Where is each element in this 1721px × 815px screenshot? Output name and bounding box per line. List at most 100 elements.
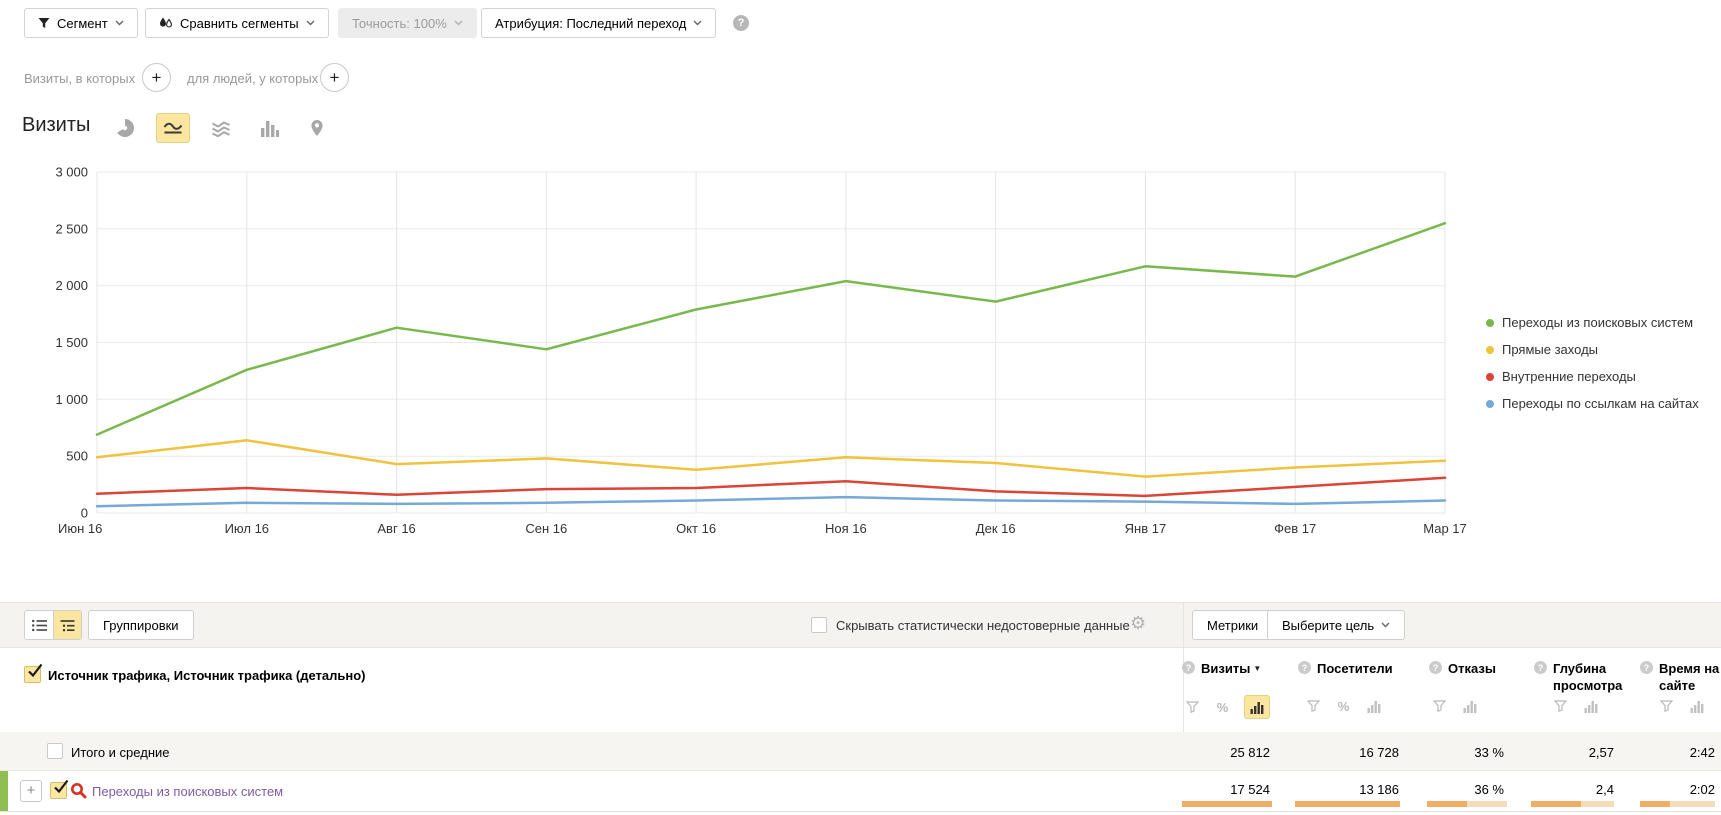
legend-dot-red	[1486, 372, 1494, 381]
row-visits: 17 524	[1230, 782, 1270, 797]
check-icon	[54, 779, 69, 794]
metric-help-icon[interactable]: ?	[1298, 661, 1311, 674]
totals-visitors: 16 728	[1359, 745, 1399, 760]
chevron-down-icon	[306, 20, 315, 26]
totals-time: 2:42	[1689, 745, 1715, 760]
segment-button[interactable]: Сегмент	[24, 8, 138, 38]
droplets-icon	[160, 17, 172, 28]
map-pin-icon[interactable]	[300, 113, 334, 143]
filter-funnel-icon[interactable]	[1305, 695, 1322, 717]
visitors-column-tools: %	[1305, 695, 1382, 717]
depth-value-bar	[1531, 801, 1614, 807]
add-people-condition-button[interactable]: +	[320, 63, 349, 92]
line-chart-icon[interactable]	[156, 113, 190, 143]
column-header-visitors[interactable]: ? Посетители	[1298, 660, 1393, 677]
totals-visits: 25 812	[1230, 745, 1270, 760]
totals-row: Итого и средние 25 812 16 728 33 % 2,57 …	[0, 732, 1721, 771]
column-header-depth[interactable]: ? Глубина просмотра	[1534, 660, 1639, 694]
stacked-area-icon[interactable]	[204, 113, 238, 143]
svg-text:0: 0	[81, 506, 88, 521]
percent-icon[interactable]: %	[1337, 698, 1350, 714]
bars-icon[interactable]	[1461, 695, 1478, 717]
svg-text:Авг 16: Авг 16	[377, 521, 415, 536]
svg-text:Дек 16: Дек 16	[976, 521, 1016, 536]
row-bounce: 36 %	[1474, 782, 1504, 797]
check-icon	[28, 663, 43, 678]
dimension-header-label[interactable]: Источник трафика, Источник трафика (дета…	[48, 668, 366, 683]
filter-funnel-icon[interactable]	[1658, 695, 1675, 717]
list-view-icon[interactable]	[25, 611, 53, 639]
bar-chart-icon[interactable]	[252, 113, 286, 143]
row-checkbox[interactable]	[50, 779, 69, 799]
sort-desc-icon: ▼	[1253, 664, 1262, 673]
svg-text:500: 500	[66, 449, 88, 464]
choose-goal-button[interactable]: Выберите цель	[1267, 610, 1406, 640]
chart-type-switcher	[108, 113, 334, 143]
legend-item-search-traffic[interactable]: Переходы из поисковых систем	[1486, 309, 1699, 336]
metric-help-icon[interactable]: ?	[1534, 661, 1547, 674]
percent-icon[interactable]: %	[1216, 699, 1229, 715]
legend-item-direct-traffic[interactable]: Прямые заходы	[1486, 336, 1699, 363]
filter-funnel-icon[interactable]	[1184, 696, 1201, 718]
metric-help-icon[interactable]: ?	[1429, 661, 1442, 674]
legend-dot-blue	[1486, 399, 1494, 408]
row-time: 2:02	[1689, 782, 1715, 797]
svg-text:Янв 17: Янв 17	[1125, 521, 1167, 536]
row-visitors: 13 186	[1359, 782, 1399, 797]
legend-item-link-traffic[interactable]: Переходы по ссылкам на сайтах	[1486, 390, 1699, 417]
pie-chart-icon[interactable]	[108, 113, 142, 143]
svg-text:Июн 16: Июн 16	[58, 521, 102, 536]
svg-text:1 000: 1 000	[55, 392, 88, 407]
help-icon[interactable]: ?	[733, 15, 749, 31]
row-label-link[interactable]: Переходы из поисковых систем	[92, 784, 284, 799]
accuracy-button[interactable]: Точность: 100%	[338, 8, 477, 38]
bars-icon[interactable]	[1582, 695, 1599, 717]
add-visit-condition-button[interactable]: +	[142, 63, 171, 92]
totals-checkbox[interactable]	[47, 743, 63, 759]
metrics-divider	[1183, 602, 1184, 812]
accuracy-label: Точность: 100%	[352, 15, 447, 31]
attribution-label: Атрибуция: Последний переход	[495, 15, 687, 31]
chevron-down-icon	[693, 20, 702, 26]
legend-dot-yellow	[1486, 345, 1494, 354]
metric-help-icon[interactable]: ?	[1182, 661, 1195, 674]
expand-row-button[interactable]: +	[20, 780, 42, 802]
visits-line-chart: 0 500 1 000 1 500 2 000 2 500 3 000 Июн 16 Июл 1…	[55, 165, 1466, 537]
groupings-button[interactable]: Группировки	[88, 610, 194, 640]
column-header-bounce[interactable]: ? Отказы	[1429, 660, 1496, 677]
legend-item-internal-traffic[interactable]: Внутренние переходы	[1486, 363, 1699, 390]
svg-text:1 500: 1 500	[55, 335, 88, 350]
metrics-button[interactable]: Метрики	[1192, 610, 1274, 640]
bars-icon[interactable]	[1688, 695, 1705, 717]
bars-icon-selected[interactable]	[1244, 695, 1270, 719]
bars-icon[interactable]	[1365, 695, 1382, 717]
gear-icon[interactable]: ⚙	[1130, 613, 1147, 633]
svg-text:Сен 16: Сен 16	[525, 521, 567, 536]
time-value-bar	[1640, 801, 1715, 807]
segment-button-label: Сегмент	[57, 15, 108, 31]
column-header-visits[interactable]: ? Визиты ▼	[1182, 660, 1261, 677]
visits-condition-label: Визиты, в которых	[24, 71, 136, 86]
svg-text:Июл 16: Июл 16	[225, 521, 269, 536]
dimension-header-checkbox[interactable]	[24, 663, 43, 683]
column-header-time[interactable]: ? Время на сайте	[1640, 660, 1720, 694]
visitors-value-bar	[1295, 801, 1400, 807]
tree-view-icon[interactable]	[53, 611, 81, 639]
svg-text:Фев 17: Фев 17	[1274, 521, 1316, 536]
visits-column-tools: %	[1184, 695, 1270, 719]
filter-funnel-icon[interactable]	[1431, 695, 1448, 717]
chevron-down-icon	[1381, 622, 1390, 628]
table-toolbar	[0, 602, 1721, 648]
attribution-button[interactable]: Атрибуция: Последний переход	[481, 8, 717, 38]
svg-text:Окт 16: Окт 16	[676, 521, 716, 536]
table-row-search-traffic: + Переходы из поисковых систем 17 524 13…	[0, 771, 1721, 812]
funnel-icon	[38, 18, 50, 28]
compare-segments-button[interactable]: Сравнить сегменты	[145, 8, 329, 38]
row-depth: 2,4	[1595, 782, 1614, 797]
metric-help-icon[interactable]: ?	[1640, 661, 1653, 674]
chevron-down-icon	[115, 20, 124, 26]
bounce-column-tools	[1431, 695, 1478, 717]
hide-unreliable-checkbox[interactable]	[811, 617, 827, 633]
filter-funnel-icon[interactable]	[1552, 695, 1569, 717]
